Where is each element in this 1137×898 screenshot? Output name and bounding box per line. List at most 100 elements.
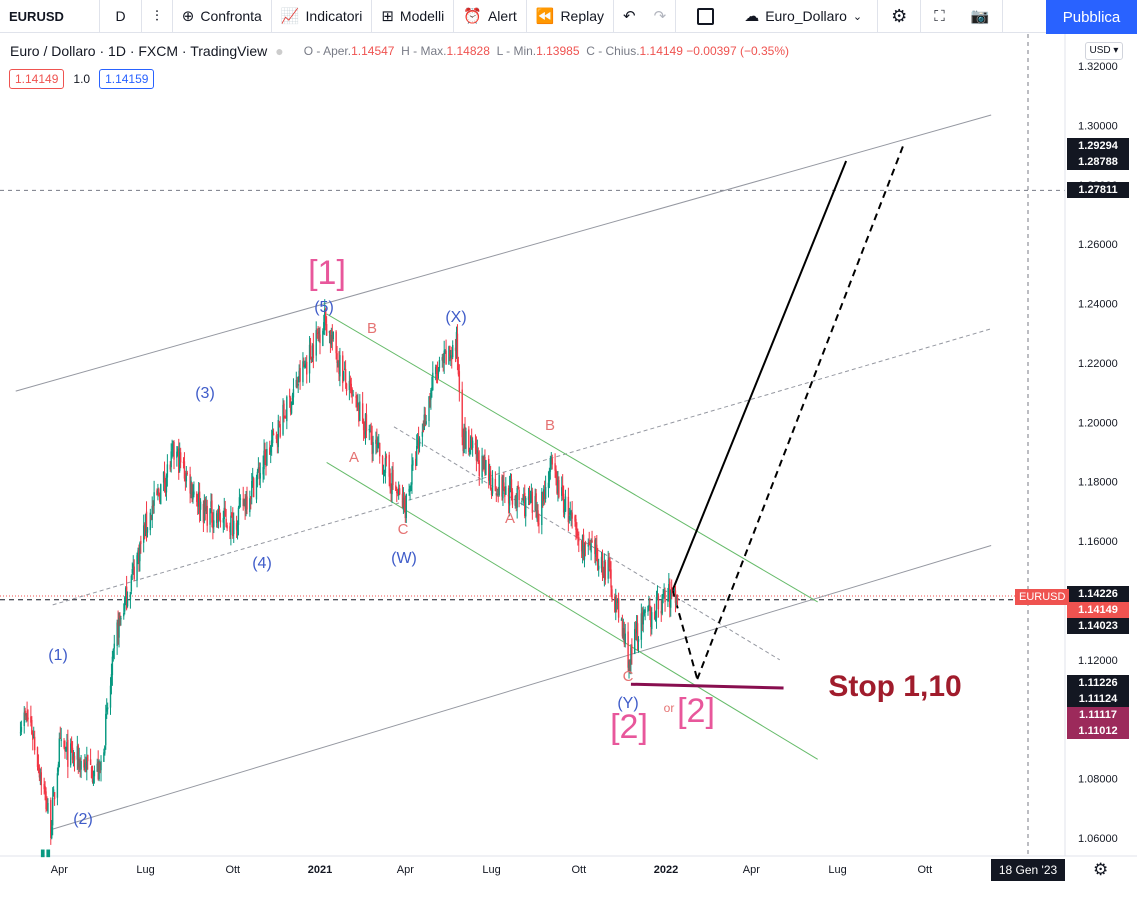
bid-ask-pills: 1.14149 1.0 1.14159 <box>9 69 155 89</box>
time-tick-label: 2021 <box>308 864 332 876</box>
price-tick-label: 1.30000 <box>1078 120 1118 132</box>
symbol-search[interactable]: EURUSD <box>0 0 100 33</box>
projection-dashed-up <box>696 145 904 680</box>
expand-icon: ⛶ <box>934 7 945 25</box>
sell-price[interactable]: 1.14149 <box>9 69 65 89</box>
price-axis-label: 1.14023 <box>1067 617 1129 634</box>
close-value: 1.14149 <box>639 44 683 58</box>
chart-settings-icon[interactable]: ⚙ <box>1093 860 1109 880</box>
cloud-icon: ☁ <box>744 7 760 25</box>
or-label: or <box>664 701 675 715</box>
green-channel-upper <box>326 313 818 603</box>
indicators-label: Indicatori <box>305 8 363 24</box>
projection-solid <box>671 160 848 591</box>
chart-drawings <box>15 114 992 830</box>
price-axis-label: 1.11012 <box>1067 722 1129 739</box>
publish-button[interactable]: Pubblica <box>1046 0 1137 34</box>
undo-button[interactable]: ↶ <box>614 0 645 33</box>
compare-label: Confronta <box>200 8 262 24</box>
sub-wave-a2: A <box>505 510 515 527</box>
templates-button[interactable]: ⊞ Modelli <box>372 0 455 33</box>
time-tick-label: 2022 <box>654 864 678 876</box>
replay-button[interactable]: ⏪ Replay <box>527 0 615 33</box>
chevron-down-icon: ⌄ <box>852 9 863 23</box>
camera-icon: 📷 <box>970 7 990 25</box>
sub-wave-c2: C <box>623 668 634 685</box>
spread-qty: 1.0 <box>73 72 91 86</box>
time-tick-label: Apr <box>743 864 760 876</box>
time-tick-label: Lug <box>136 864 154 876</box>
open-value: 1.14547 <box>351 44 395 58</box>
plus-circle-icon: ⊕ <box>181 7 195 25</box>
price-tick-label: 1.16000 <box>1078 536 1118 548</box>
price-axis-label: 1.14226 <box>1067 585 1129 602</box>
sub-wave-b2: B <box>545 417 555 434</box>
sub-wave-4: (4) <box>252 555 272 572</box>
price-tick-label: 1.26000 <box>1078 239 1118 251</box>
time-tick-label: Apr <box>397 864 414 876</box>
close-label: C - Chius. <box>586 44 640 58</box>
ohlc-values: O - Aper.1.14547 H - Max.1.14828 L - Min… <box>304 44 789 58</box>
interval-button[interactable]: D <box>100 0 142 33</box>
sub-wave-w: (W) <box>391 550 417 567</box>
redo-button[interactable]: ↷ <box>645 0 677 33</box>
publish-label: Pubblica <box>1062 8 1121 26</box>
replay-label: Replay <box>560 8 605 24</box>
low-label: L - Min. <box>496 44 537 58</box>
currency-label: USD <box>1089 45 1111 56</box>
price-axis-label: 1.11117 <box>1067 706 1129 723</box>
time-tick-label: Ott <box>225 864 240 876</box>
channel-upper-line <box>15 114 992 392</box>
stop-line <box>630 682 784 690</box>
price-tick-label: 1.06000 <box>1078 833 1118 845</box>
snapshot-button[interactable]: 📷 <box>958 0 1004 33</box>
sub-wave-y: (Y) <box>617 695 638 712</box>
low-value: 1.13985 <box>536 44 580 58</box>
currency-button[interactable]: USD ▾ <box>1085 42 1123 60</box>
buy-price[interactable]: 1.14159 <box>99 69 155 89</box>
sub-wave-x: (X) <box>445 309 466 326</box>
diagonal-dashed-line <box>393 426 781 661</box>
sub-wave-5: (5) <box>314 299 334 316</box>
compare-button[interactable]: ⊕ Confronta <box>173 0 272 33</box>
current-date-tag: 18 Gen '23 <box>991 859 1065 881</box>
price-axis-label: 1.11226 <box>1067 674 1129 691</box>
chart-type-button[interactable]: ⫶ <box>142 0 173 33</box>
alarm-clock-icon: ⏰ <box>463 7 482 25</box>
channel-mid-line <box>52 328 992 606</box>
time-tick-label: Lug <box>828 864 846 876</box>
alert-label: Alert <box>487 8 517 24</box>
undo-icon: ↶ <box>623 7 636 25</box>
layout-menu[interactable]: ☁ Euro_Dollaro ⌄ <box>735 0 879 33</box>
indicators-icon: 📈 <box>280 7 300 25</box>
price-tick-label: 1.32000 <box>1078 61 1118 73</box>
price-axis-label: 1.29294 <box>1067 138 1129 155</box>
fullscreen-button[interactable]: ⛶ <box>921 0 958 33</box>
alert-button[interactable]: ⏰ Alert <box>454 0 527 33</box>
indicators-button[interactable]: 📈 Indicatori <box>272 0 373 33</box>
time-tick-label: Lug <box>482 864 500 876</box>
chart-grid <box>0 34 1065 856</box>
price-tick-label: 1.20000 <box>1078 417 1118 429</box>
time-tick-label: Apr <box>51 864 68 876</box>
square-icon <box>697 7 715 25</box>
symbol-price-tag: EURUSD <box>1015 589 1070 605</box>
green-channel-lower <box>326 461 818 760</box>
tradingview-logo: ▮▮ <box>40 848 52 859</box>
settings-button[interactable]: ⚙ <box>878 0 922 33</box>
time-tick-label: Ott <box>917 864 932 876</box>
fullscreen-layout-toggle[interactable] <box>676 0 735 33</box>
redo-icon: ↷ <box>653 7 667 25</box>
sub-wave-1: (1) <box>48 647 68 664</box>
channel-lower-line <box>52 545 992 830</box>
open-label: O - Aper. <box>303 44 352 58</box>
price-tick-label: 1.18000 <box>1078 477 1118 489</box>
sub-wave-2: (2) <box>73 811 93 828</box>
stop-label: Stop 1,10 <box>828 670 961 703</box>
wave-label-1: [1] <box>308 254 346 292</box>
visibility-dot[interactable]: ● <box>275 43 284 59</box>
rewind-icon: ⏪ <box>535 7 555 25</box>
interval-label: D <box>115 8 126 24</box>
